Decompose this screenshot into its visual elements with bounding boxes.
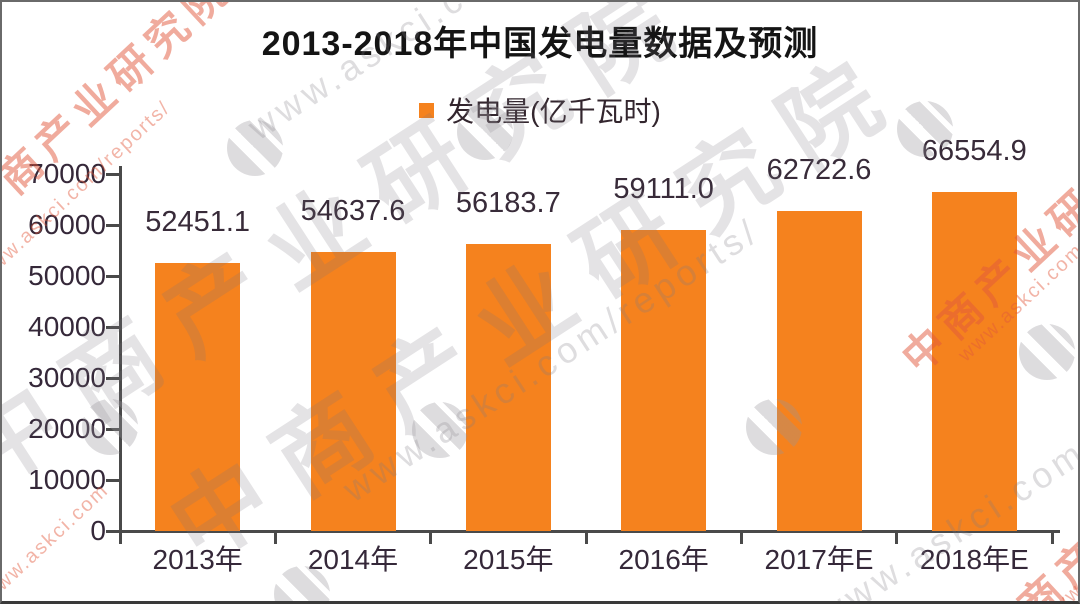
bar (155, 263, 241, 531)
x-axis-tick (273, 531, 277, 544)
x-axis-tick (584, 531, 588, 544)
x-axis-tick (1050, 531, 1054, 544)
y-axis-tick-label: 50000 (28, 260, 106, 291)
y-axis-tick (106, 325, 119, 329)
bar (621, 229, 707, 531)
y-axis-tick-label: 40000 (28, 311, 106, 342)
x-axis-category-label: 2013年 (152, 544, 243, 575)
bar (931, 191, 1017, 531)
x-axis-category-label: 2016年 (618, 544, 709, 575)
bar-value-label: 52451.1 (145, 206, 251, 239)
legend-marker-icon (419, 102, 435, 118)
bar-value-label: 62722.6 (766, 154, 872, 187)
x-axis-tick (118, 531, 122, 544)
legend: 发电量(亿千瓦时) (2, 90, 1078, 130)
bar-value-label: 54637.6 (300, 195, 406, 228)
legend-label: 发电量(亿千瓦时) (446, 96, 661, 127)
page-title: 2013-2018年中国发电量数据及预测 (261, 25, 819, 63)
y-axis-tick-label: 60000 (28, 209, 106, 240)
bar (776, 211, 862, 531)
x-axis-category-label: 2015年 (463, 544, 554, 575)
bar-value-label: 66554.9 (921, 134, 1027, 167)
y-axis-tick-label: 10000 (28, 464, 106, 495)
y-axis-tick (106, 274, 119, 278)
y-axis-tick (106, 529, 119, 533)
y-axis-tick (106, 427, 119, 431)
y-axis-tick-label: 0 (90, 515, 106, 546)
x-axis-tick (739, 531, 743, 544)
bar (310, 252, 396, 531)
x-axis-category-label: 2018年E (919, 544, 1029, 575)
y-axis-tick (106, 376, 119, 380)
x-axis-tick (429, 531, 433, 544)
bar (465, 244, 551, 531)
bar-value-label: 56183.7 (455, 187, 561, 220)
y-axis-tick (106, 478, 119, 482)
bar-value-label: 59111.0 (613, 172, 714, 205)
y-axis-tick-label: 70000 (28, 158, 106, 189)
y-axis-tick-label: 30000 (28, 362, 106, 393)
y-axis-tick-label: 20000 (28, 413, 106, 444)
y-axis-line (119, 166, 122, 543)
x-axis-category-label: 2017年E (764, 544, 874, 575)
x-axis-category-label: 2014年 (307, 544, 399, 575)
y-axis-tick (106, 172, 119, 176)
x-axis-tick (895, 531, 899, 544)
x-axis-line (120, 530, 1060, 533)
y-axis-tick (106, 223, 119, 227)
